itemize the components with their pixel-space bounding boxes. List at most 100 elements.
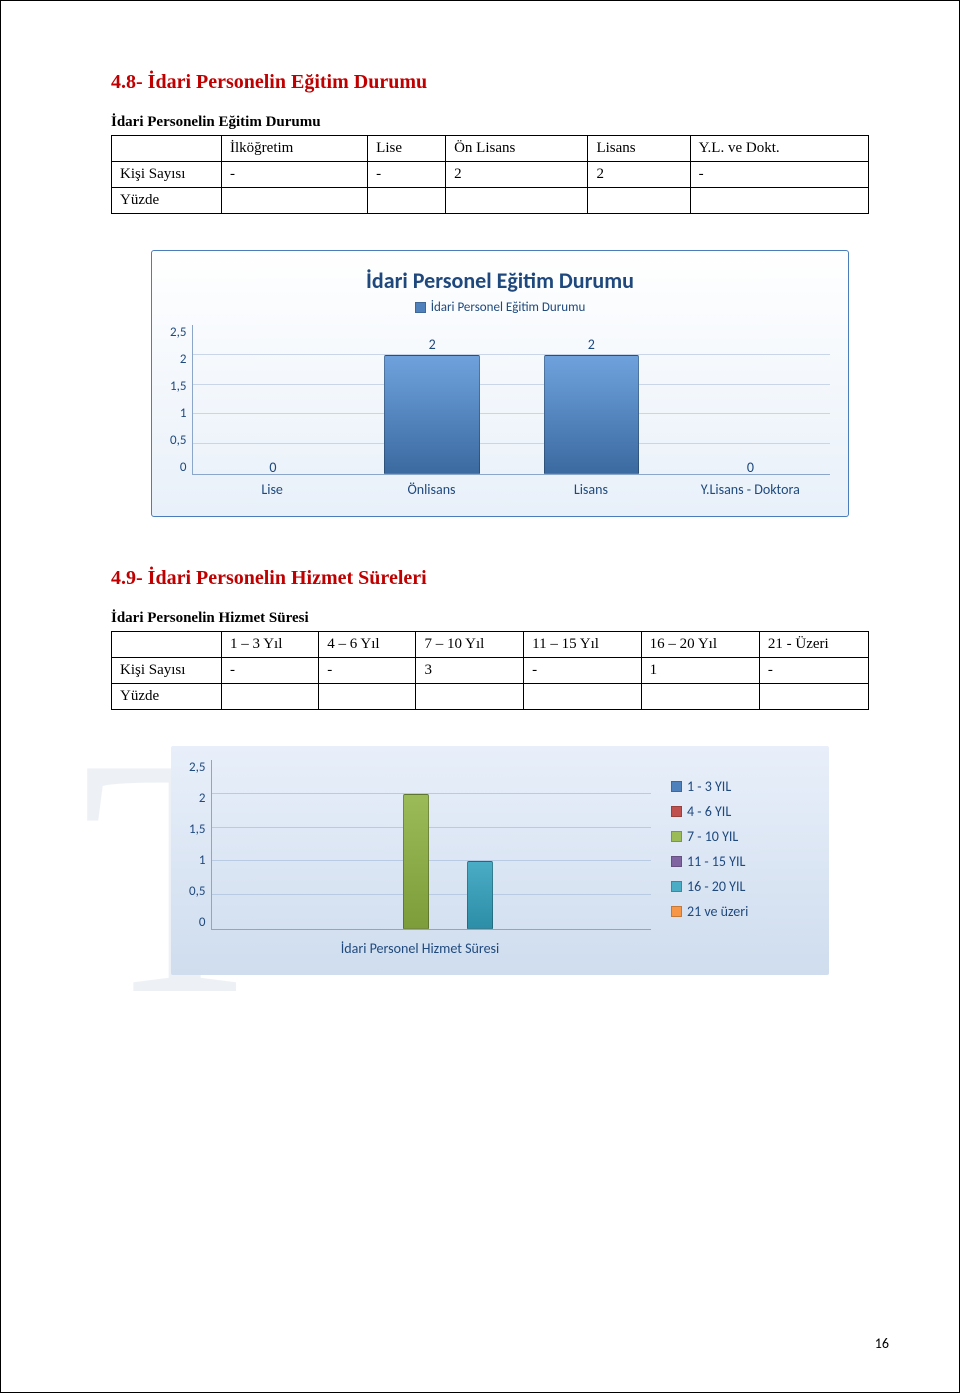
table2-r1c3 — [524, 684, 641, 710]
table2-r0c3: - — [524, 658, 641, 684]
chart2-legend-label: 21 ve üzeri — [687, 903, 748, 920]
chart1-bar-value-label: 0 — [269, 459, 276, 476]
chart2-ytick-1: 2 — [199, 791, 206, 806]
table1-caption: İdari Personelin Eğitim Durumu — [111, 114, 869, 131]
table2-col-5: 21 - Üzeri — [759, 632, 868, 658]
chart1-ytick-1: 2 — [180, 352, 187, 367]
table2-col-1: 4 – 6 Yıl — [319, 632, 416, 658]
table1-r0c1: - — [368, 162, 446, 188]
chart2-legend-item: 21 ve üzeri — [671, 903, 811, 920]
chart1-ytick-4: 0,5 — [170, 433, 186, 448]
table1-r1c3 — [588, 188, 690, 214]
chart2-bar-cluster — [339, 760, 525, 929]
table2-r0c5: - — [759, 658, 868, 684]
table2-row-0: Kişi Sayısı - - 3 - 1 - — [112, 658, 869, 684]
chart1-bar-value-label: 2 — [429, 336, 436, 353]
table1-row1-label: Yüzde — [112, 188, 222, 214]
chart1-plot: 0220 — [192, 325, 830, 475]
chart1-ytick-5: 0 — [180, 460, 187, 475]
table1-header-row: İlköğretim Lise Ön Lisans Lisans Y.L. ve… — [112, 136, 869, 162]
table2-col-3: 11 – 15 Yıl — [524, 632, 641, 658]
chart1-title: İdari Personel Eğitim Durumu — [170, 267, 830, 294]
chart1-legend-swatch — [415, 302, 426, 313]
table2-col-2: 7 – 10 Yıl — [416, 632, 524, 658]
table2-r0c2: 3 — [416, 658, 524, 684]
chart2-legend-label: 11 - 15 YIL — [687, 853, 745, 870]
chart1-legend-label: İdari Personel Eğitim Durumu — [431, 300, 586, 315]
chart2-ytick-4: 0,5 — [189, 884, 205, 899]
chart2-legend-item: 4 - 6 YIL — [671, 803, 811, 820]
table2-r1c0 — [222, 684, 319, 710]
chart1-bar-value-label: 0 — [747, 459, 754, 476]
page: T 4.8- İdari Personelin Eğitim Durumu İd… — [0, 0, 960, 1393]
section2-heading: 4.9- İdari Personelin Hizmet Süreleri — [111, 567, 869, 590]
chart2-ytick-0: 2,5 — [189, 760, 205, 775]
chart2-legend-swatch — [671, 856, 682, 867]
chart1-xtick-0: Lise — [192, 481, 351, 498]
chart2-legend-swatch — [671, 831, 682, 842]
chart2-legend-item: 1 - 3 YIL — [671, 778, 811, 795]
table2-col-0: 1 – 3 Yıl — [222, 632, 319, 658]
chart1-bar-value-label: 2 — [588, 336, 595, 353]
chart2-legend-swatch — [671, 881, 682, 892]
chart2-legend: 1 - 3 YIL 4 - 6 YIL 7 - 10 YIL 11 - 15 YIL 1… — [671, 760, 811, 928]
table2-r0c0: - — [222, 658, 319, 684]
table2-row0-label: Kişi Sayısı — [112, 658, 222, 684]
chart2-ytick-3: 1 — [199, 853, 206, 868]
table1-row-0: Kişi Sayısı - - 2 2 - — [112, 162, 869, 188]
chart2: 2,5 2 1,5 1 0,5 0 İdari — [171, 746, 829, 975]
chart2-legend-item: 11 - 15 YIL — [671, 853, 811, 870]
table1-col-4: Y.L. ve Dokt. — [690, 136, 868, 162]
chart2-legend-swatch — [671, 906, 682, 917]
chart2-legend-swatch — [671, 781, 682, 792]
table2: 1 – 3 Yıl 4 – 6 Yıl 7 – 10 Yıl 11 – 15 Y… — [111, 631, 869, 710]
chart1-xtick-1: Önlisans — [352, 481, 511, 498]
chart1-legend: İdari Personel Eğitim Durumu — [170, 300, 830, 317]
table2-r1c5 — [759, 684, 868, 710]
table1: İlköğretim Lise Ön Lisans Lisans Y.L. ve… — [111, 135, 869, 214]
chart2-bar — [403, 794, 429, 929]
section1-heading: 4.8- İdari Personelin Eğitim Durumu — [111, 71, 869, 94]
chart1: İdari Personel Eğitim Durumu İdari Perso… — [151, 250, 849, 517]
table1-r1c2 — [446, 188, 588, 214]
table2-row-1: Yüzde — [112, 684, 869, 710]
chart2-legend-label: 1 - 3 YIL — [687, 778, 731, 795]
table2-r0c4: 1 — [641, 658, 759, 684]
chart2-legend-item: 7 - 10 YIL — [671, 828, 811, 845]
chart2-x-label: İdari Personel Hizmet Süresi — [189, 940, 651, 957]
table1-r0c2: 2 — [446, 162, 588, 188]
table1-r1c0 — [222, 188, 368, 214]
chart2-legend-item: 16 - 20 YIL — [671, 878, 811, 895]
chart1-ytick-3: 1 — [180, 406, 187, 421]
table1-col-3: Lisans — [588, 136, 690, 162]
table2-r1c4 — [641, 684, 759, 710]
chart1-bar-slot: 0 — [193, 325, 352, 474]
table2-r1c2 — [416, 684, 524, 710]
table1-row-1: Yüzde — [112, 188, 869, 214]
chart1-bar-slot: 2 — [512, 325, 671, 474]
chart1-bar: 2 — [544, 355, 639, 474]
table2-col-4: 16 – 20 Yıl — [641, 632, 759, 658]
chart1-ytick-0: 2,5 — [170, 325, 186, 340]
chart2-legend-label: 4 - 6 YIL — [687, 803, 731, 820]
chart1-y-axis: 2,5 2 1,5 1 0,5 0 — [170, 325, 192, 475]
chart2-legend-label: 7 - 10 YIL — [687, 828, 738, 845]
chart2-ytick-2: 1,5 — [189, 822, 205, 837]
chart1-x-axis: Lise Önlisans Lisans Y.Lisans - Doktora — [192, 481, 830, 498]
chart2-bar — [467, 861, 493, 929]
table1-col-2: Ön Lisans — [446, 136, 588, 162]
table1-r0c3: 2 — [588, 162, 690, 188]
table1-r0c4: - — [690, 162, 868, 188]
chart2-y-axis: 2,5 2 1,5 1 0,5 0 — [189, 760, 211, 930]
chart2-legend-label: 16 - 20 YIL — [687, 878, 745, 895]
chart1-xtick-3: Y.Lisans - Doktora — [671, 481, 830, 498]
table2-header-row: 1 – 3 Yıl 4 – 6 Yıl 7 – 10 Yıl 11 – 15 Y… — [112, 632, 869, 658]
table1-col-0: İlköğretim — [222, 136, 368, 162]
table2-caption: İdari Personelin Hizmet Süresi — [111, 610, 869, 627]
page-number: 16 — [875, 1335, 889, 1352]
chart2-plot — [211, 760, 651, 930]
table2-r1c1 — [319, 684, 416, 710]
table1-r1c4 — [690, 188, 868, 214]
chart1-bar: 2 — [384, 355, 479, 474]
chart2-ytick-5: 0 — [199, 915, 206, 930]
